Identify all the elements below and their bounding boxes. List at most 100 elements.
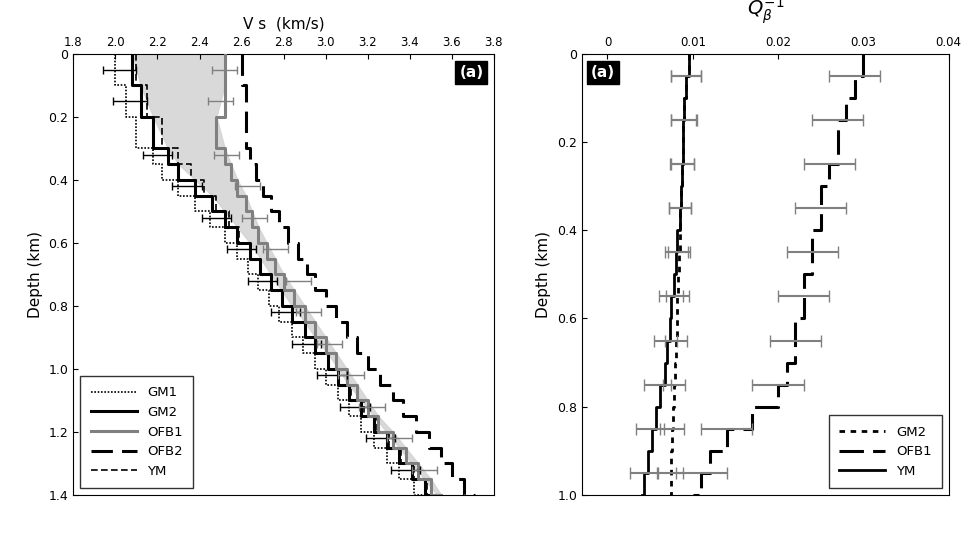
GM2: [676, 161, 688, 167]
YM: [663, 337, 675, 344]
YM: [131, 51, 143, 57]
Line: YM: YM: [137, 54, 437, 495]
YM: [669, 271, 681, 278]
OFB1: [788, 359, 800, 366]
OFB1: [695, 470, 706, 476]
GM1: [420, 492, 432, 498]
OFB1: [695, 492, 706, 498]
OFB1: [703, 470, 715, 476]
GM2: [675, 161, 687, 167]
Text: (a): (a): [590, 65, 615, 80]
OFB1: [686, 492, 698, 498]
YM: [646, 448, 658, 454]
Line: GM2: GM2: [669, 54, 688, 495]
YM: [676, 139, 688, 145]
GM2: [664, 492, 676, 498]
GM1: [407, 476, 419, 483]
YM: [679, 95, 691, 101]
GM1: [332, 381, 344, 388]
OFB1: [848, 95, 860, 101]
GM2: [665, 426, 677, 432]
OFB1: [745, 426, 757, 432]
GM2: [431, 492, 443, 498]
GM2: [673, 227, 685, 233]
GM2: [667, 404, 679, 410]
Legend: GM1, GM2, OFB1, OFB2, YM: GM1, GM2, OFB1, OFB2, YM: [80, 376, 193, 489]
YM: [234, 224, 245, 230]
YM: [658, 381, 670, 388]
OFB1: [814, 183, 826, 189]
OFB1: [839, 117, 851, 123]
OFB1: [831, 139, 843, 145]
OFB1: [720, 426, 732, 432]
Line: GM1: GM1: [115, 54, 426, 495]
OFB1: [720, 448, 732, 454]
OFB1: [780, 359, 791, 366]
YM: [321, 366, 333, 372]
GM2: [677, 139, 689, 145]
GM2: [666, 404, 678, 410]
OFB1: [788, 315, 800, 322]
GM2: [672, 271, 684, 278]
YM: [646, 426, 658, 432]
YM: [420, 476, 432, 483]
YM: [660, 337, 672, 344]
YM: [345, 381, 357, 388]
YM: [665, 293, 677, 300]
YM: [671, 249, 683, 256]
YM: [671, 227, 683, 233]
YM: [676, 161, 688, 167]
YM: [650, 426, 661, 432]
GM1: [172, 193, 184, 199]
OFB1: [703, 448, 715, 454]
OFB1: [232, 193, 243, 199]
GM2: [678, 117, 690, 123]
OFB1: [788, 337, 800, 344]
OFB1: [745, 404, 757, 410]
YM: [197, 193, 209, 199]
OFB1: [831, 139, 843, 145]
GM2: [418, 492, 430, 498]
OFB1: [330, 366, 342, 372]
YM: [641, 470, 653, 476]
OFB2: [281, 224, 293, 230]
YM: [658, 359, 670, 366]
GM2: [665, 448, 677, 454]
GM2: [676, 139, 688, 145]
GM2: [666, 426, 678, 432]
OFB2: [387, 381, 399, 388]
YM: [682, 73, 694, 79]
YM: [654, 381, 665, 388]
YM: [420, 492, 432, 498]
YM: [641, 448, 653, 454]
GM2: [672, 293, 684, 300]
OFB1: [797, 315, 809, 322]
YM: [679, 73, 691, 79]
OFB1: [831, 117, 843, 123]
GM2: [682, 73, 694, 79]
YM: [673, 205, 685, 211]
YM: [654, 404, 665, 410]
GM2: [673, 249, 685, 256]
OFB1: [797, 293, 809, 300]
YM: [673, 227, 685, 233]
GM2: [665, 448, 677, 454]
OFB1: [788, 337, 800, 344]
GM2: [669, 337, 681, 344]
GM1: [109, 51, 121, 57]
OFB1: [425, 476, 437, 483]
GM2: [232, 224, 243, 230]
GM2: [321, 366, 333, 372]
YM: [650, 404, 661, 410]
YM: [635, 492, 647, 498]
OFB1: [780, 381, 791, 388]
YM: [638, 492, 650, 498]
OFB1: [823, 183, 834, 189]
OFB1: [797, 293, 809, 300]
GM2: [126, 51, 138, 57]
OFB1: [805, 249, 817, 256]
YM: [678, 95, 690, 101]
OFB1: [814, 227, 826, 233]
OFB1: [857, 73, 869, 79]
YM: [674, 205, 686, 211]
